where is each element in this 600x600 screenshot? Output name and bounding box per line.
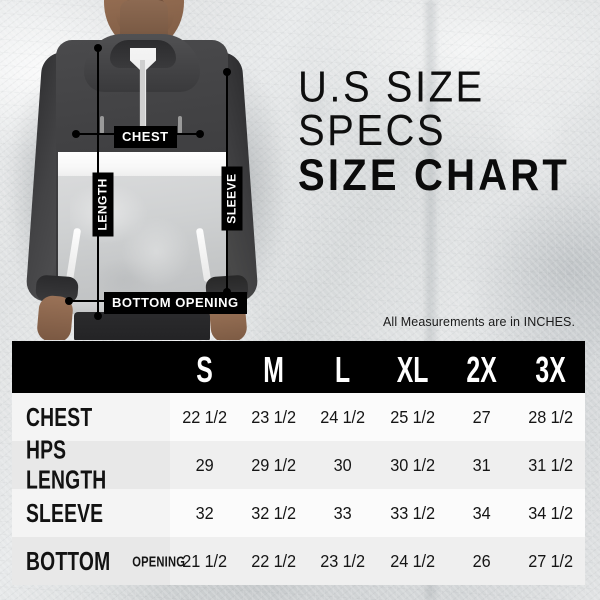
cell-sleeve-l: 33 (333, 502, 352, 523)
table-row: HPS LENGTH 29 29 1/2 30 30 1/2 31 31 1/2 (12, 435, 585, 494)
chest-measure-dot-right (196, 130, 204, 138)
size-column-header-l: L (335, 349, 351, 391)
row-label-chest: CHEST (12, 393, 170, 441)
row-label-main: CHEST (26, 401, 93, 431)
size-table: S M L XL 2X 3X CHEST 22 1/2 23 1/2 24 1/… (12, 341, 585, 585)
row-label-main: HPS LENGTH (26, 434, 107, 495)
table-row: CHEST 22 1/2 23 1/2 24 1/2 25 1/2 27 28 … (12, 393, 585, 441)
chest-callout-label: CHEST (114, 126, 177, 148)
cell-hps-length-xl: 30 1/2 (389, 454, 435, 475)
cell-chest-s: 22 1/2 (182, 406, 227, 427)
cell-bottom-opening-m: 22 1/2 (251, 550, 297, 571)
cell-sleeve-xl: 33 1/2 (389, 502, 435, 523)
cell-sleeve-m: 32 1/2 (251, 502, 297, 523)
page-title-secondary: SIZE CHART (298, 150, 570, 201)
bottom-opening-measure-dot-left (65, 297, 73, 305)
jacket-drawcord-right (178, 116, 182, 134)
table-row: SLEEVE 32 32 1/2 33 33 1/2 34 34 1/2 (12, 489, 585, 537)
row-label-sub: OPENING (132, 552, 186, 570)
cell-bottom-opening-3x: 27 1/2 (528, 550, 573, 571)
row-label-bottom-opening: BOTTOM OPENING (12, 537, 185, 585)
cell-hps-length-s: 29 (195, 454, 214, 475)
jacket-drawcord-left (100, 116, 104, 134)
chest-measure-dot-left (72, 130, 80, 138)
size-column-header-xl: XL (396, 349, 428, 391)
bottom-opening-callout-label: BOTTOM OPENING (104, 292, 247, 314)
length-measure-dot-bottom (94, 312, 102, 320)
measurement-units-note: All Measurements are in INCHES. (383, 315, 576, 329)
cell-bottom-opening-l: 23 1/2 (320, 550, 366, 571)
sleeve-measure-dot-top (223, 68, 231, 76)
cell-sleeve-s: 32 (195, 502, 214, 523)
length-measure-dot-top (94, 44, 102, 52)
row-label-sleeve: SLEEVE (12, 489, 170, 537)
size-table-header-row: S M L XL 2X 3X (12, 341, 585, 393)
length-callout-label: LENGTH (92, 172, 114, 237)
size-column-header-2x: 2X (466, 349, 497, 391)
page-title-primary: U.S SIZE SPECS (298, 63, 485, 155)
cell-hps-length-m: 29 1/2 (251, 454, 297, 475)
jacket-zipper (140, 60, 145, 126)
cell-chest-l: 24 1/2 (320, 406, 366, 427)
cell-hps-length-2x: 31 (472, 454, 491, 475)
cell-hps-length-3x: 31 1/2 (528, 454, 573, 475)
cell-bottom-opening-2x: 26 (472, 550, 491, 571)
model-photo: CHEST LENGTH SLEEVE BOTTOM OPENING (0, 0, 300, 340)
title-block: U.S SIZE SPECS SIZE CHART (298, 63, 588, 198)
size-column-header-3x: 3X (535, 349, 566, 391)
cell-bottom-opening-xl: 24 1/2 (389, 550, 435, 571)
cell-sleeve-2x: 34 (472, 502, 491, 523)
cell-chest-m: 23 1/2 (251, 406, 297, 427)
jacket-panel-sheen (70, 186, 190, 296)
jacket-white-chest-stripe (58, 152, 226, 178)
cell-chest-2x: 27 (472, 406, 491, 427)
row-label-main: SLEEVE (26, 497, 104, 527)
size-column-header-m: M (263, 349, 285, 391)
cell-hps-length-l: 30 (333, 454, 352, 475)
size-column-header-s: S (196, 349, 213, 391)
row-label-hps-length: HPS LENGTH (12, 435, 170, 494)
table-row: BOTTOM OPENING 21 1/2 22 1/2 23 1/2 24 1… (12, 537, 585, 585)
cell-chest-3x: 28 1/2 (528, 406, 573, 427)
sleeve-callout-label: SLEEVE (221, 166, 243, 231)
cell-sleeve-3x: 34 1/2 (528, 502, 573, 523)
cell-chest-xl: 25 1/2 (389, 406, 435, 427)
row-label-main: BOTTOM (26, 545, 111, 575)
cell-bottom-opening-s: 21 1/2 (182, 550, 227, 571)
